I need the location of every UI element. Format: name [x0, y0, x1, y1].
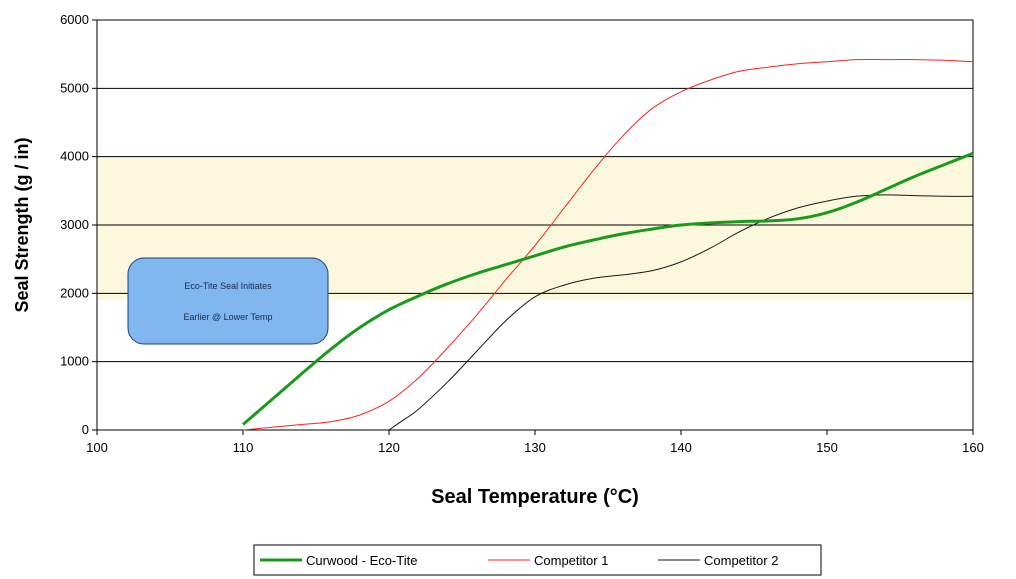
y-tick-label: 2000 [60, 285, 89, 300]
y-tick-label: 0 [82, 422, 89, 437]
x-tick-label: 120 [378, 440, 400, 455]
annotation-line-2: Earlier @ Lower Temp [183, 312, 272, 322]
x-tick-label: 110 [233, 440, 254, 455]
x-tick-label: 160 [962, 440, 984, 455]
y-tick-label: 6000 [60, 12, 89, 27]
x-tick-label: 100 [86, 440, 108, 455]
x-axis-title: Seal Temperature (°C) [431, 486, 639, 508]
legend-label-eco-tite: Curwood - Eco-Tite [306, 553, 418, 568]
annotation-line-1: Eco-Tite Seal Initiates [184, 281, 272, 291]
annotation-callout: Eco-Tite Seal Initiates Earlier @ Lower … [127, 257, 329, 345]
gridline-layer [92, 19, 974, 435]
series-layer [242, 58, 974, 431]
legend-frame [253, 544, 822, 576]
y-tick-label: 4000 [60, 149, 89, 164]
x-tick-label: 140 [670, 440, 692, 455]
series-line-competitor-1 [242, 58, 974, 431]
x-tick-label: 130 [524, 440, 546, 455]
legend-label-competitor-1: Competitor 1 [534, 553, 608, 568]
x-tick-label: 150 [816, 440, 838, 455]
y-tick-label: 3000 [60, 217, 89, 232]
y-axis-title: Seal Strength (g / in) [12, 137, 32, 312]
annotation-box [127, 257, 329, 345]
series-line-curwood-eco-tite [242, 151, 974, 426]
plot-area-frame [96, 19, 974, 431]
y-tick-label: 5000 [60, 80, 89, 95]
y-tick-label: 1000 [60, 354, 89, 369]
legend-label-competitor-2: Competitor 2 [704, 553, 778, 568]
tick-label-layer: 0 1000 2000 3000 4000 5000 6000 100 110 120 130 140… [60, 12, 984, 455]
legend: Curwood - Eco-Tite Competitor 1 Competit… [253, 544, 822, 576]
